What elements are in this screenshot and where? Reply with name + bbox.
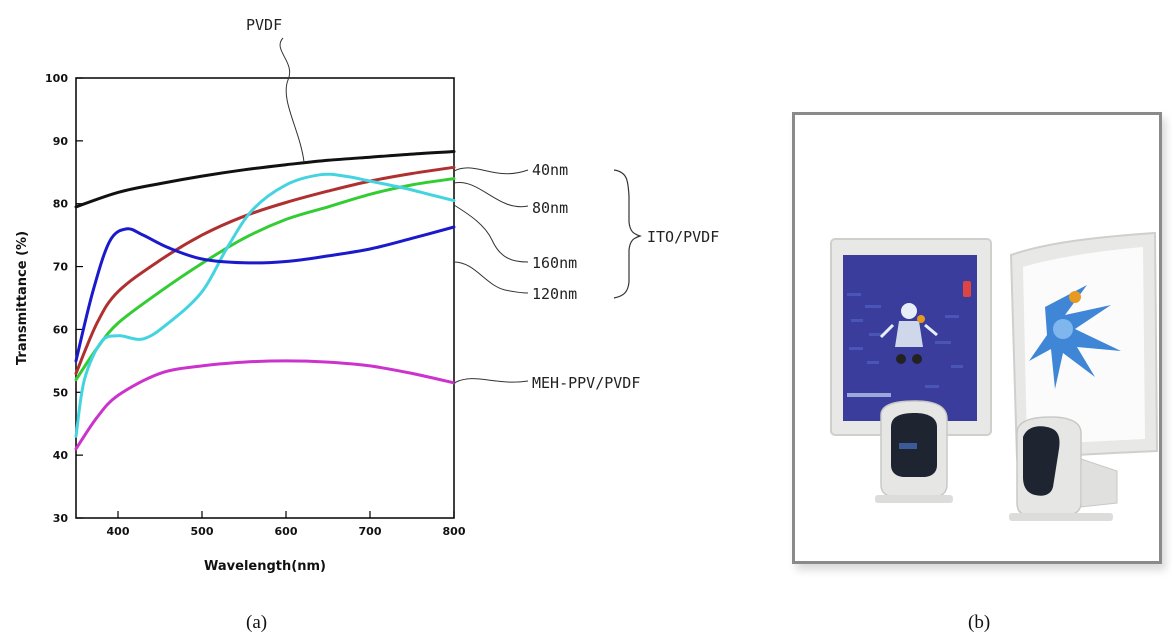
series-line-meh-ppv-pvdf (74, 359, 456, 451)
leader-meh-ppv (453, 378, 529, 384)
x-tick-label: 500 (191, 525, 214, 538)
leader-40nm (453, 167, 529, 175)
left-screen-pattern (847, 293, 963, 388)
series-line-80nm (74, 177, 456, 382)
x-tick-label: 600 (275, 525, 298, 538)
photo-illustration (795, 115, 1159, 561)
annotation-ito-pvdf: ITO/PVDF (647, 228, 719, 246)
transmittance-chart: 30 40 50 60 70 80 90 100 400 500 600 700 800 Wavele… (15, 16, 719, 574)
x-axis-title: Wavelength(nm) (204, 559, 326, 574)
y-tick-label: 90 (53, 135, 69, 148)
x-tick-label: 800 (443, 525, 466, 538)
series-layer (74, 150, 456, 451)
leader-pvdf (279, 37, 305, 163)
series-line-pvdf (74, 150, 456, 209)
y-tick-label: 30 (53, 512, 69, 525)
annotation-pvdf: PVDF (246, 16, 282, 34)
right-display (1009, 231, 1159, 521)
caption-b: (b) (968, 612, 991, 633)
x-tick-label: 700 (359, 525, 382, 538)
series-line-40nm (74, 165, 456, 375)
annotation-160nm: 160nm (532, 254, 577, 272)
y-tick-label: 50 (53, 386, 69, 399)
y-tick-label: 70 (53, 261, 69, 274)
photo-flexible-displays (792, 112, 1162, 564)
leader-120nm (453, 261, 529, 294)
y-tick-label: 100 (45, 72, 68, 85)
x-tick-label: 400 (107, 525, 130, 538)
y-axis-ticks: 30 40 50 60 70 80 90 100 (45, 72, 83, 525)
right-screen-character (1029, 285, 1121, 389)
ito-brace (613, 169, 642, 299)
y-axis-title: Transmittance (%) (15, 231, 30, 365)
annotation-80nm: 80nm (532, 199, 568, 217)
annotation-120nm: 120nm (532, 285, 577, 303)
leader-80nm (453, 182, 529, 208)
annotation-meh-ppv: MEH-PPV/PVDF (532, 374, 640, 392)
series-line-120nm (74, 225, 456, 363)
left-display (830, 238, 992, 503)
plot-frame (75, 77, 455, 519)
series-line-160nm (74, 172, 456, 438)
left-screen-character (879, 303, 938, 364)
annotation-40nm: 40nm (532, 161, 568, 179)
y-tick-label: 40 (53, 449, 69, 462)
leader-160nm (453, 204, 529, 263)
y-tick-label: 80 (53, 198, 69, 211)
caption-a: (a) (246, 612, 268, 633)
y-tick-label: 60 (53, 323, 69, 336)
x-axis-ticks: 400 500 600 700 800 (107, 511, 466, 538)
